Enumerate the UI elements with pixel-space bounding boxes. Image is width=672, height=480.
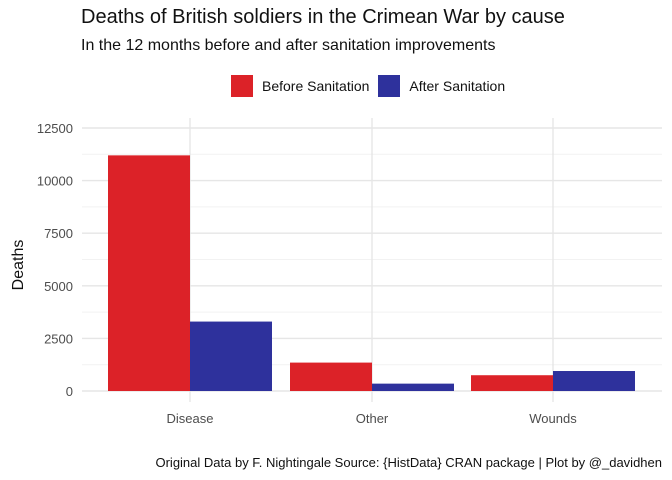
y-tick-label: 2500 xyxy=(44,331,73,346)
bar-wounds-after xyxy=(553,371,635,391)
bar-wounds-before xyxy=(471,375,553,391)
bar-other-before xyxy=(290,362,372,391)
y-tick-label: 5000 xyxy=(44,279,73,294)
y-tick-label: 0 xyxy=(66,384,73,399)
legend: Before Sanitation After Sanitation xyxy=(231,75,514,97)
legend-swatch-before xyxy=(231,75,253,97)
legend-item-before: Before Sanitation xyxy=(231,75,369,97)
chart-caption: Original Data by F. Nightingale Source: … xyxy=(155,455,662,470)
chart-title: Deaths of British soldiers in the Crimea… xyxy=(81,6,565,28)
bar-other-after xyxy=(372,383,454,391)
x-tick-label: Disease xyxy=(167,411,214,426)
bar-disease-before xyxy=(108,155,190,391)
legend-label-after: After Sanitation xyxy=(409,78,506,94)
legend-swatch-after xyxy=(378,75,401,97)
x-tick-label: Wounds xyxy=(529,411,577,426)
y-axis-title: Deaths xyxy=(10,240,27,291)
y-tick-label: 10000 xyxy=(37,174,73,189)
y-tick-label: 7500 xyxy=(44,226,73,241)
legend-label-before: Before Sanitation xyxy=(262,78,370,94)
legend-item-after: After Sanitation xyxy=(378,75,505,97)
chart-subtitle: In the 12 months before and after sanita… xyxy=(81,37,496,54)
bar-disease-after xyxy=(190,321,272,391)
x-tick-label: Other xyxy=(356,411,389,426)
y-tick-label: 12500 xyxy=(37,121,73,136)
